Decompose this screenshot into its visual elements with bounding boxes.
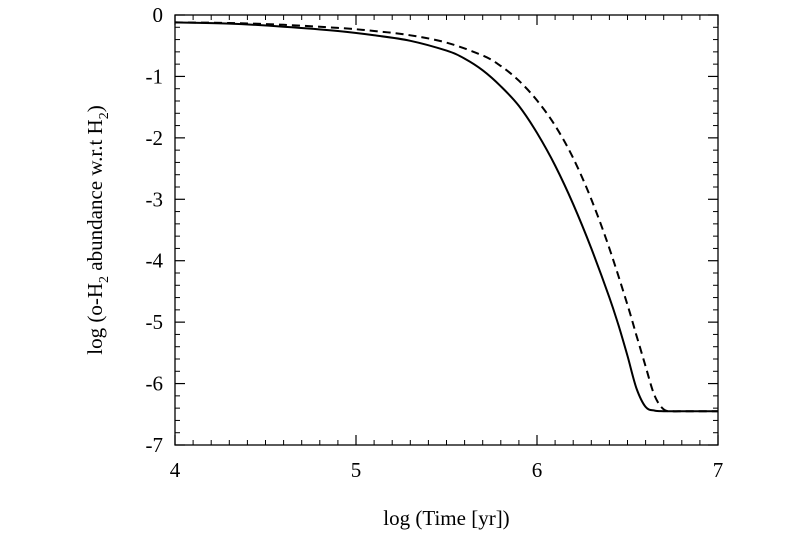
x-axis-title: log (Time [yr]) — [383, 506, 509, 530]
y-axis-title-sub-2: 2 — [97, 112, 112, 119]
plot-frame — [174, 14, 719, 446]
y-axis-title-part-1: log (o-H — [83, 283, 107, 355]
y-tick-label: -7 — [146, 433, 164, 457]
y-tick-label: -3 — [146, 187, 164, 211]
x-tick-label: 4 — [170, 458, 181, 482]
series-layer — [174, 21, 718, 413]
y-tick-label: -4 — [146, 249, 164, 273]
y-axis-title-part-2: abundance w.r.t H — [83, 119, 107, 276]
y-tick-label: -1 — [146, 64, 164, 88]
minor-ticks — [175, 15, 718, 445]
series-line-1-solid — [174, 21, 718, 413]
y-axis-title: log (o-H2 abundance w.r.t H2) — [83, 105, 112, 354]
x-tick-label: 5 — [351, 458, 362, 482]
y-tick-label: 0 — [153, 3, 164, 27]
y-tick-label: -6 — [146, 372, 164, 396]
y-axis-title-part-3: ) — [83, 105, 107, 112]
x-tick-label: 6 — [532, 458, 543, 482]
tick-labels: 4 5 6 7 0 -1 -2 -3 -4 -5 -6 -7 — [146, 3, 724, 482]
y-tick-label: -2 — [146, 126, 164, 150]
series-line-2-dashed — [174, 21, 718, 413]
y-axis-title-sub-1: 2 — [97, 276, 112, 283]
y-tick-label: -5 — [146, 310, 164, 334]
x-tick-label: 7 — [713, 458, 724, 482]
major-ticks — [174, 14, 719, 446]
